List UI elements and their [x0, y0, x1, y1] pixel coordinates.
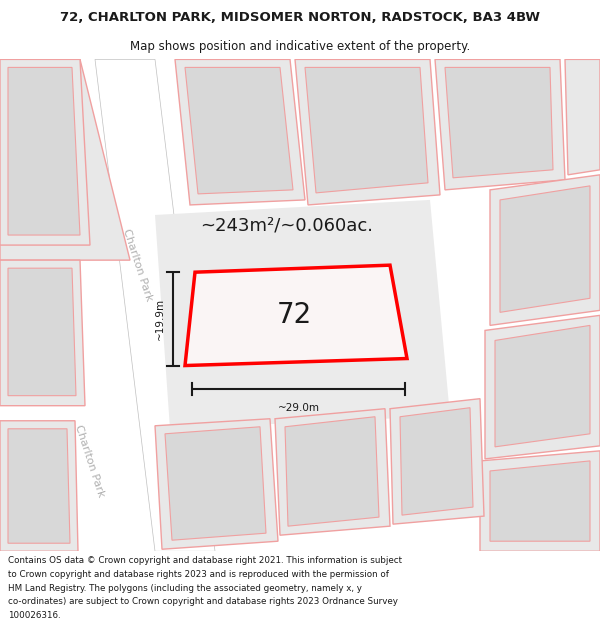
- Text: 72, CHARLTON PARK, MIDSOMER NORTON, RADSTOCK, BA3 4BW: 72, CHARLTON PARK, MIDSOMER NORTON, RADS…: [60, 11, 540, 24]
- Polygon shape: [165, 427, 266, 540]
- Text: ~19.9m: ~19.9m: [155, 298, 165, 340]
- Polygon shape: [495, 326, 590, 447]
- Polygon shape: [285, 417, 379, 526]
- Polygon shape: [435, 59, 565, 190]
- Text: 72: 72: [277, 301, 312, 329]
- Text: to Crown copyright and database rights 2023 and is reproduced with the permissio: to Crown copyright and database rights 2…: [8, 570, 389, 579]
- Polygon shape: [0, 59, 90, 245]
- Polygon shape: [0, 421, 78, 551]
- Polygon shape: [565, 59, 600, 175]
- Polygon shape: [480, 451, 600, 551]
- Text: Map shows position and indicative extent of the property.: Map shows position and indicative extent…: [130, 40, 470, 52]
- Polygon shape: [8, 68, 80, 235]
- Text: 100026316.: 100026316.: [8, 611, 61, 620]
- Polygon shape: [445, 68, 553, 178]
- Polygon shape: [0, 260, 85, 406]
- Polygon shape: [155, 200, 450, 429]
- Polygon shape: [485, 316, 600, 459]
- Text: co-ordinates) are subject to Crown copyright and database rights 2023 Ordnance S: co-ordinates) are subject to Crown copyr…: [8, 598, 398, 606]
- Polygon shape: [500, 186, 590, 312]
- Text: Charlton Park: Charlton Park: [122, 228, 154, 302]
- Text: ~243m²/~0.060ac.: ~243m²/~0.060ac.: [200, 216, 373, 234]
- Text: ~29.0m: ~29.0m: [277, 402, 320, 412]
- Polygon shape: [490, 461, 590, 541]
- Polygon shape: [155, 419, 278, 549]
- Text: Contains OS data © Crown copyright and database right 2021. This information is : Contains OS data © Crown copyright and d…: [8, 556, 402, 566]
- Polygon shape: [185, 68, 293, 194]
- Text: HM Land Registry. The polygons (including the associated geometry, namely x, y: HM Land Registry. The polygons (includin…: [8, 584, 362, 592]
- Polygon shape: [95, 59, 215, 551]
- Polygon shape: [490, 175, 600, 326]
- Polygon shape: [175, 59, 305, 205]
- Polygon shape: [400, 408, 473, 515]
- Polygon shape: [8, 429, 70, 543]
- Polygon shape: [305, 68, 428, 193]
- Polygon shape: [185, 265, 407, 366]
- Text: Charlton Park: Charlton Park: [74, 424, 106, 498]
- Polygon shape: [275, 409, 390, 535]
- Polygon shape: [295, 59, 440, 205]
- Polygon shape: [390, 399, 484, 524]
- Polygon shape: [8, 268, 76, 396]
- Polygon shape: [0, 59, 130, 260]
